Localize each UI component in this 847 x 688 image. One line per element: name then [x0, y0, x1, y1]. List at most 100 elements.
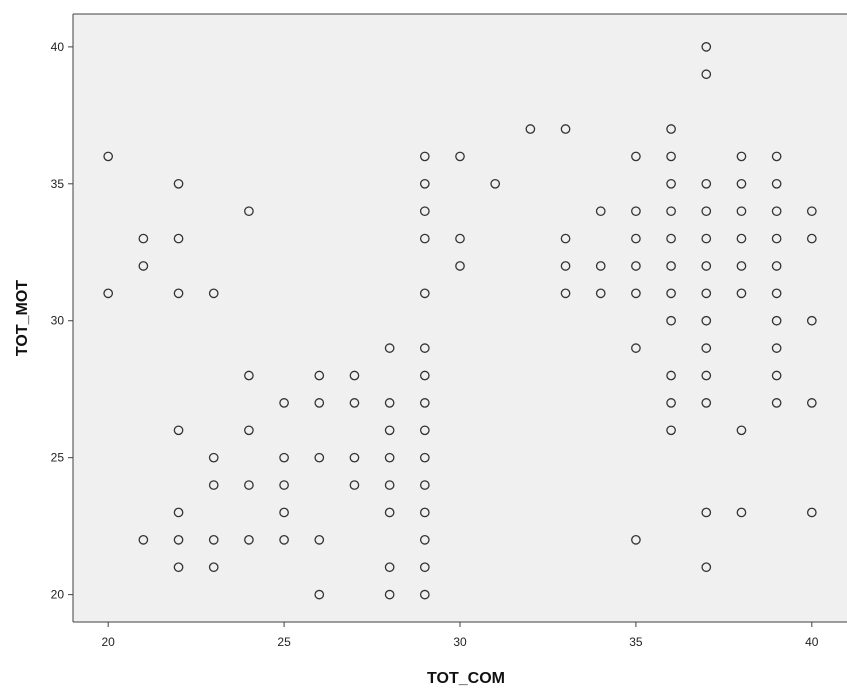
data-point: [208, 562, 219, 573]
data-point: [244, 480, 254, 490]
data-point: [173, 178, 184, 189]
data-point: [560, 288, 571, 299]
data-point: [736, 206, 747, 217]
data-point: [701, 261, 712, 271]
data-point: [560, 124, 571, 134]
data-point: [419, 206, 430, 217]
data-point: [314, 370, 325, 381]
data-point: [771, 343, 782, 353]
data-point: [173, 562, 184, 573]
data-points: [103, 42, 817, 600]
data-point: [419, 562, 430, 573]
data-point: [314, 534, 325, 545]
data-point: [701, 69, 712, 80]
data-point: [771, 288, 782, 299]
x-tick-label: 40: [805, 635, 819, 649]
x-tick-label: 35: [629, 635, 643, 649]
y-axis-title: TOT_MOT: [14, 280, 31, 356]
data-point: [595, 206, 606, 217]
data-point: [666, 261, 676, 271]
data-point: [701, 562, 712, 573]
data-point: [771, 315, 782, 326]
data-point: [595, 288, 606, 299]
data-point: [806, 398, 817, 408]
data-point: [279, 452, 289, 463]
data-point: [419, 370, 430, 381]
data-point: [455, 151, 465, 162]
data-point: [701, 288, 712, 299]
data-point: [419, 343, 430, 353]
data-point: [525, 124, 536, 134]
data-point: [103, 288, 114, 299]
data-point: [736, 425, 747, 436]
data-point: [666, 370, 676, 381]
data-point: [384, 452, 395, 463]
data-point: [349, 398, 360, 408]
data-point: [279, 398, 289, 408]
data-point: [631, 288, 641, 299]
data-point: [806, 507, 817, 518]
data-point: [349, 370, 360, 381]
data-point: [279, 534, 289, 545]
y-tick-label: 40: [51, 40, 65, 54]
data-point: [666, 425, 676, 436]
data-point: [244, 534, 254, 545]
data-point: [173, 425, 184, 436]
data-point: [279, 507, 289, 518]
data-point: [244, 370, 254, 381]
data-point: [736, 507, 747, 518]
data-point: [701, 233, 712, 244]
x-axis-title: TOT_COM: [427, 670, 505, 687]
y-tick-label: 25: [51, 451, 65, 465]
data-point: [208, 452, 219, 463]
data-point: [419, 151, 430, 162]
data-point: [736, 233, 747, 244]
data-point: [314, 589, 325, 600]
tick-marks: 20 25 30 35 40 20 25 30 35 40: [51, 40, 819, 649]
data-point: [419, 178, 430, 189]
data-point: [384, 480, 395, 490]
data-point: [419, 452, 430, 463]
data-point: [384, 589, 395, 600]
data-point: [208, 288, 219, 299]
data-point: [455, 233, 465, 244]
data-point: [806, 206, 817, 217]
data-point: [419, 534, 430, 545]
data-point: [490, 178, 501, 189]
data-point: [244, 206, 254, 217]
data-point: [419, 589, 430, 600]
data-point: [701, 178, 712, 189]
data-point: [771, 233, 782, 244]
data-point: [666, 206, 676, 217]
data-point: [173, 288, 184, 299]
data-point: [701, 42, 712, 52]
data-point: [736, 261, 747, 271]
data-point: [666, 151, 676, 162]
data-point: [771, 261, 782, 271]
x-tick-label: 25: [277, 635, 291, 649]
data-point: [138, 233, 149, 244]
data-point: [419, 288, 430, 299]
data-point: [138, 534, 149, 545]
data-point: [279, 480, 289, 490]
data-point: [736, 151, 747, 162]
data-point: [419, 425, 430, 436]
data-point: [806, 233, 817, 244]
data-point: [384, 425, 395, 436]
y-tick-label: 35: [51, 177, 65, 191]
data-point: [349, 480, 360, 490]
data-point: [244, 425, 254, 436]
data-point: [384, 562, 395, 573]
data-point: [560, 233, 571, 244]
data-point: [631, 261, 641, 271]
data-point: [419, 233, 430, 244]
data-point: [666, 178, 676, 189]
data-point: [701, 370, 712, 381]
data-point: [736, 288, 747, 299]
data-point: [314, 452, 325, 463]
data-point: [384, 507, 395, 518]
data-point: [455, 261, 465, 271]
data-point: [631, 151, 641, 162]
data-point: [771, 398, 782, 408]
